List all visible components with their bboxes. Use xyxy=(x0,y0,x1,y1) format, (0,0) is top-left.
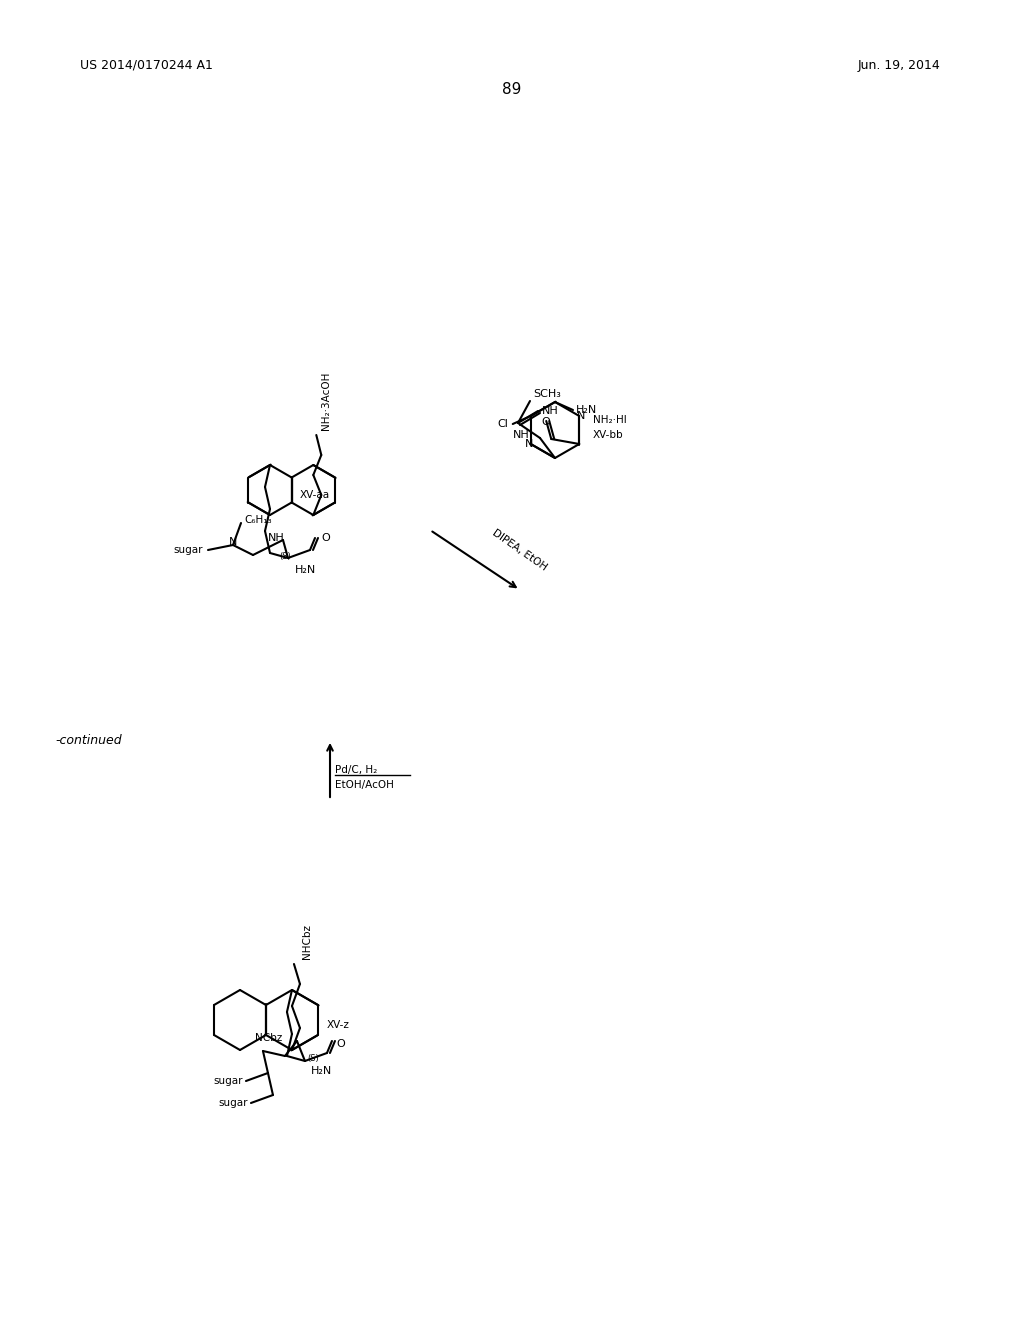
Text: (S): (S) xyxy=(307,1055,318,1064)
Text: N: N xyxy=(228,537,238,546)
Text: DIPEA, EtOH: DIPEA, EtOH xyxy=(490,528,548,573)
Text: Pd/C, H₂: Pd/C, H₂ xyxy=(335,766,377,775)
Text: XV-aa: XV-aa xyxy=(300,490,330,500)
Text: sugar: sugar xyxy=(213,1076,243,1086)
Text: Cl: Cl xyxy=(497,418,508,429)
Text: O: O xyxy=(542,417,551,426)
Text: NHCbz: NHCbz xyxy=(302,924,312,960)
Text: O: O xyxy=(336,1039,345,1049)
Text: EtOH/AcOH: EtOH/AcOH xyxy=(335,780,394,789)
Text: C₆H₁₃: C₆H₁₃ xyxy=(244,515,271,525)
Text: SCH₃: SCH₃ xyxy=(534,389,561,399)
Text: XV-z: XV-z xyxy=(327,1020,350,1030)
Text: -continued: -continued xyxy=(55,734,122,747)
Text: sugar: sugar xyxy=(218,1098,248,1107)
Text: NH₂·HI: NH₂·HI xyxy=(593,414,627,425)
Text: NH: NH xyxy=(542,407,559,416)
Text: US 2014/0170244 A1: US 2014/0170244 A1 xyxy=(80,58,213,71)
Text: O: O xyxy=(321,533,330,543)
Text: NH₂·3AcOH: NH₂·3AcOH xyxy=(322,372,332,430)
Text: H₂N: H₂N xyxy=(575,405,597,414)
Text: (S): (S) xyxy=(280,552,291,561)
Text: XV-bb: XV-bb xyxy=(593,430,624,440)
Text: NH: NH xyxy=(513,430,530,440)
Text: N: N xyxy=(578,411,586,421)
Text: H₂N: H₂N xyxy=(311,1067,333,1076)
Text: N: N xyxy=(524,440,532,449)
Text: 89: 89 xyxy=(503,82,521,98)
Text: NCbz: NCbz xyxy=(255,1034,282,1043)
Text: Jun. 19, 2014: Jun. 19, 2014 xyxy=(857,58,940,71)
Text: NH: NH xyxy=(268,533,285,543)
Text: H₂N: H₂N xyxy=(294,565,315,576)
Text: sugar: sugar xyxy=(173,545,203,554)
